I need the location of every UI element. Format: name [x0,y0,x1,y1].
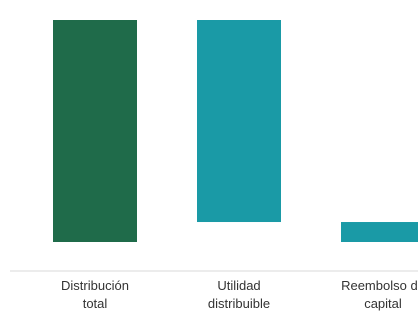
category-label-2: Utilidad distribuible [208,278,270,311]
category-label-1-line-2: total [83,296,108,311]
bar-3 [341,222,418,242]
bar-2 [197,20,281,223]
category-label-2-line-1: Utilidad [217,278,260,293]
category-label-3-line-1: Reembolso de [341,278,418,293]
category-label-1: Distribución total [61,278,129,311]
bar-1 [53,20,137,242]
category-label-3-line-2: capital [364,296,402,311]
category-labels-group: Distribución total Utilidad distribuible Ree… [61,278,418,311]
category-label-2-line-2: distribuible [208,296,270,311]
category-label-1-line-1: Distribución [61,278,129,293]
bars-group [53,20,418,242]
category-label-3: Reembolso de capital [341,278,418,311]
